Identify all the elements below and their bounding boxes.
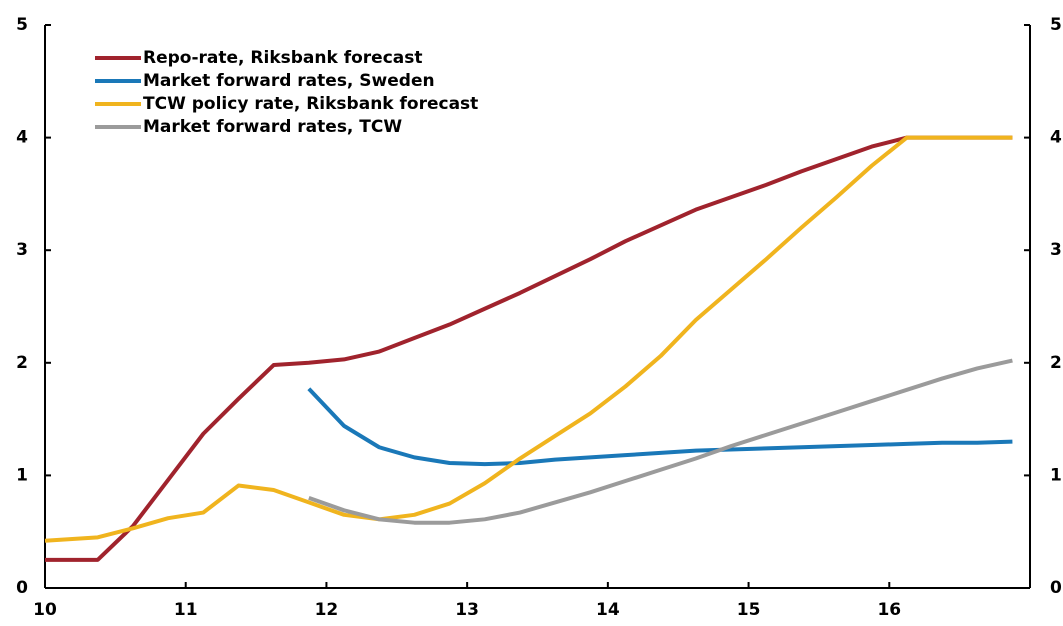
legend-label: Market forward rates, TCW <box>143 117 402 137</box>
y2-tick-label: 2 <box>1050 353 1062 373</box>
y2-tick-label: 1 <box>1050 465 1062 485</box>
x-tick-label: 16 <box>877 600 901 620</box>
y2-tick-label: 5 <box>1050 15 1062 35</box>
x-tick-label: 13 <box>455 600 479 620</box>
series-line <box>307 387 1013 467</box>
y-tick-label: 0 <box>16 578 28 598</box>
y-tick-label: 5 <box>16 15 28 35</box>
x-tick-label: 11 <box>174 600 198 620</box>
y2-tick-label: 0 <box>1050 578 1062 598</box>
x-tick-label: 14 <box>596 600 620 620</box>
x-tick-label: 10 <box>33 600 57 620</box>
y2-tick-label: 4 <box>1050 128 1062 148</box>
y-tick-label: 1 <box>16 465 28 485</box>
legend-label: Repo-rate, Riksbank forecast <box>143 48 423 68</box>
series-line <box>45 135 1013 562</box>
legend-label: Market forward rates, Sweden <box>143 71 435 91</box>
y-tick-label: 3 <box>16 240 28 260</box>
series-line <box>44 135 1013 543</box>
y-tick-label: 4 <box>16 128 28 148</box>
x-tick-label: 15 <box>737 600 761 620</box>
series-line <box>308 358 1013 525</box>
y-tick-label: 2 <box>16 353 28 373</box>
legend-label: TCW policy rate, Riksbank forecast <box>143 94 478 114</box>
x-tick-label: 12 <box>315 600 339 620</box>
y2-tick-label: 3 <box>1050 240 1062 260</box>
